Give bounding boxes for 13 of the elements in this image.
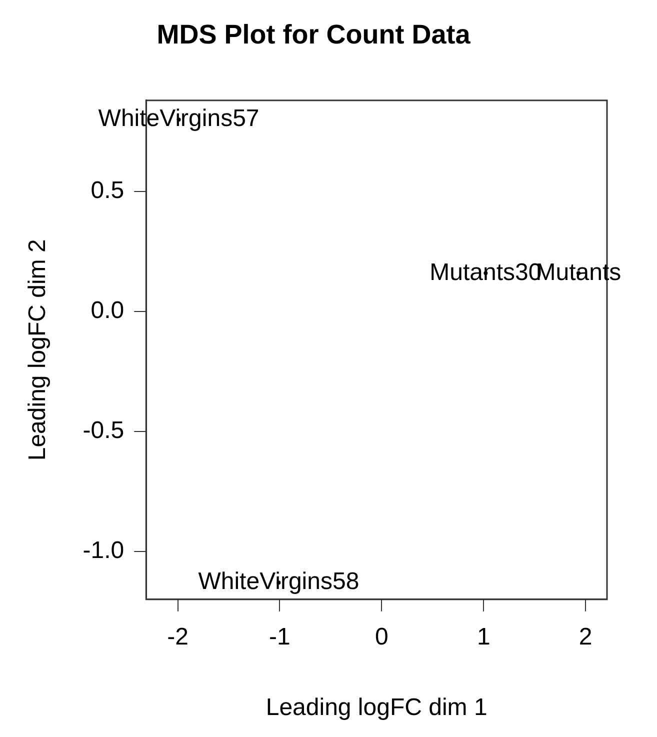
y-tick-label: -1.0 xyxy=(82,537,124,564)
chart-title: MDS Plot for Count Data xyxy=(156,20,472,50)
x-tick-label: 1 xyxy=(476,623,490,650)
x-axis-title: Leading logFC dim 1 xyxy=(266,694,488,722)
x-tick-label: 0 xyxy=(374,623,388,650)
x-tick-label: 2 xyxy=(578,623,592,650)
y-tick-label: 0.0 xyxy=(90,297,124,324)
y-axis-title: Leading logFC dim 2 xyxy=(24,239,52,461)
x-tick-label: -2 xyxy=(167,623,188,650)
data-label: WhiteVirgins58 xyxy=(198,568,360,596)
x-tick-label: -1 xyxy=(269,623,290,650)
y-tick-label: 0.5 xyxy=(90,177,124,204)
y-tick-label: -0.5 xyxy=(82,417,124,444)
